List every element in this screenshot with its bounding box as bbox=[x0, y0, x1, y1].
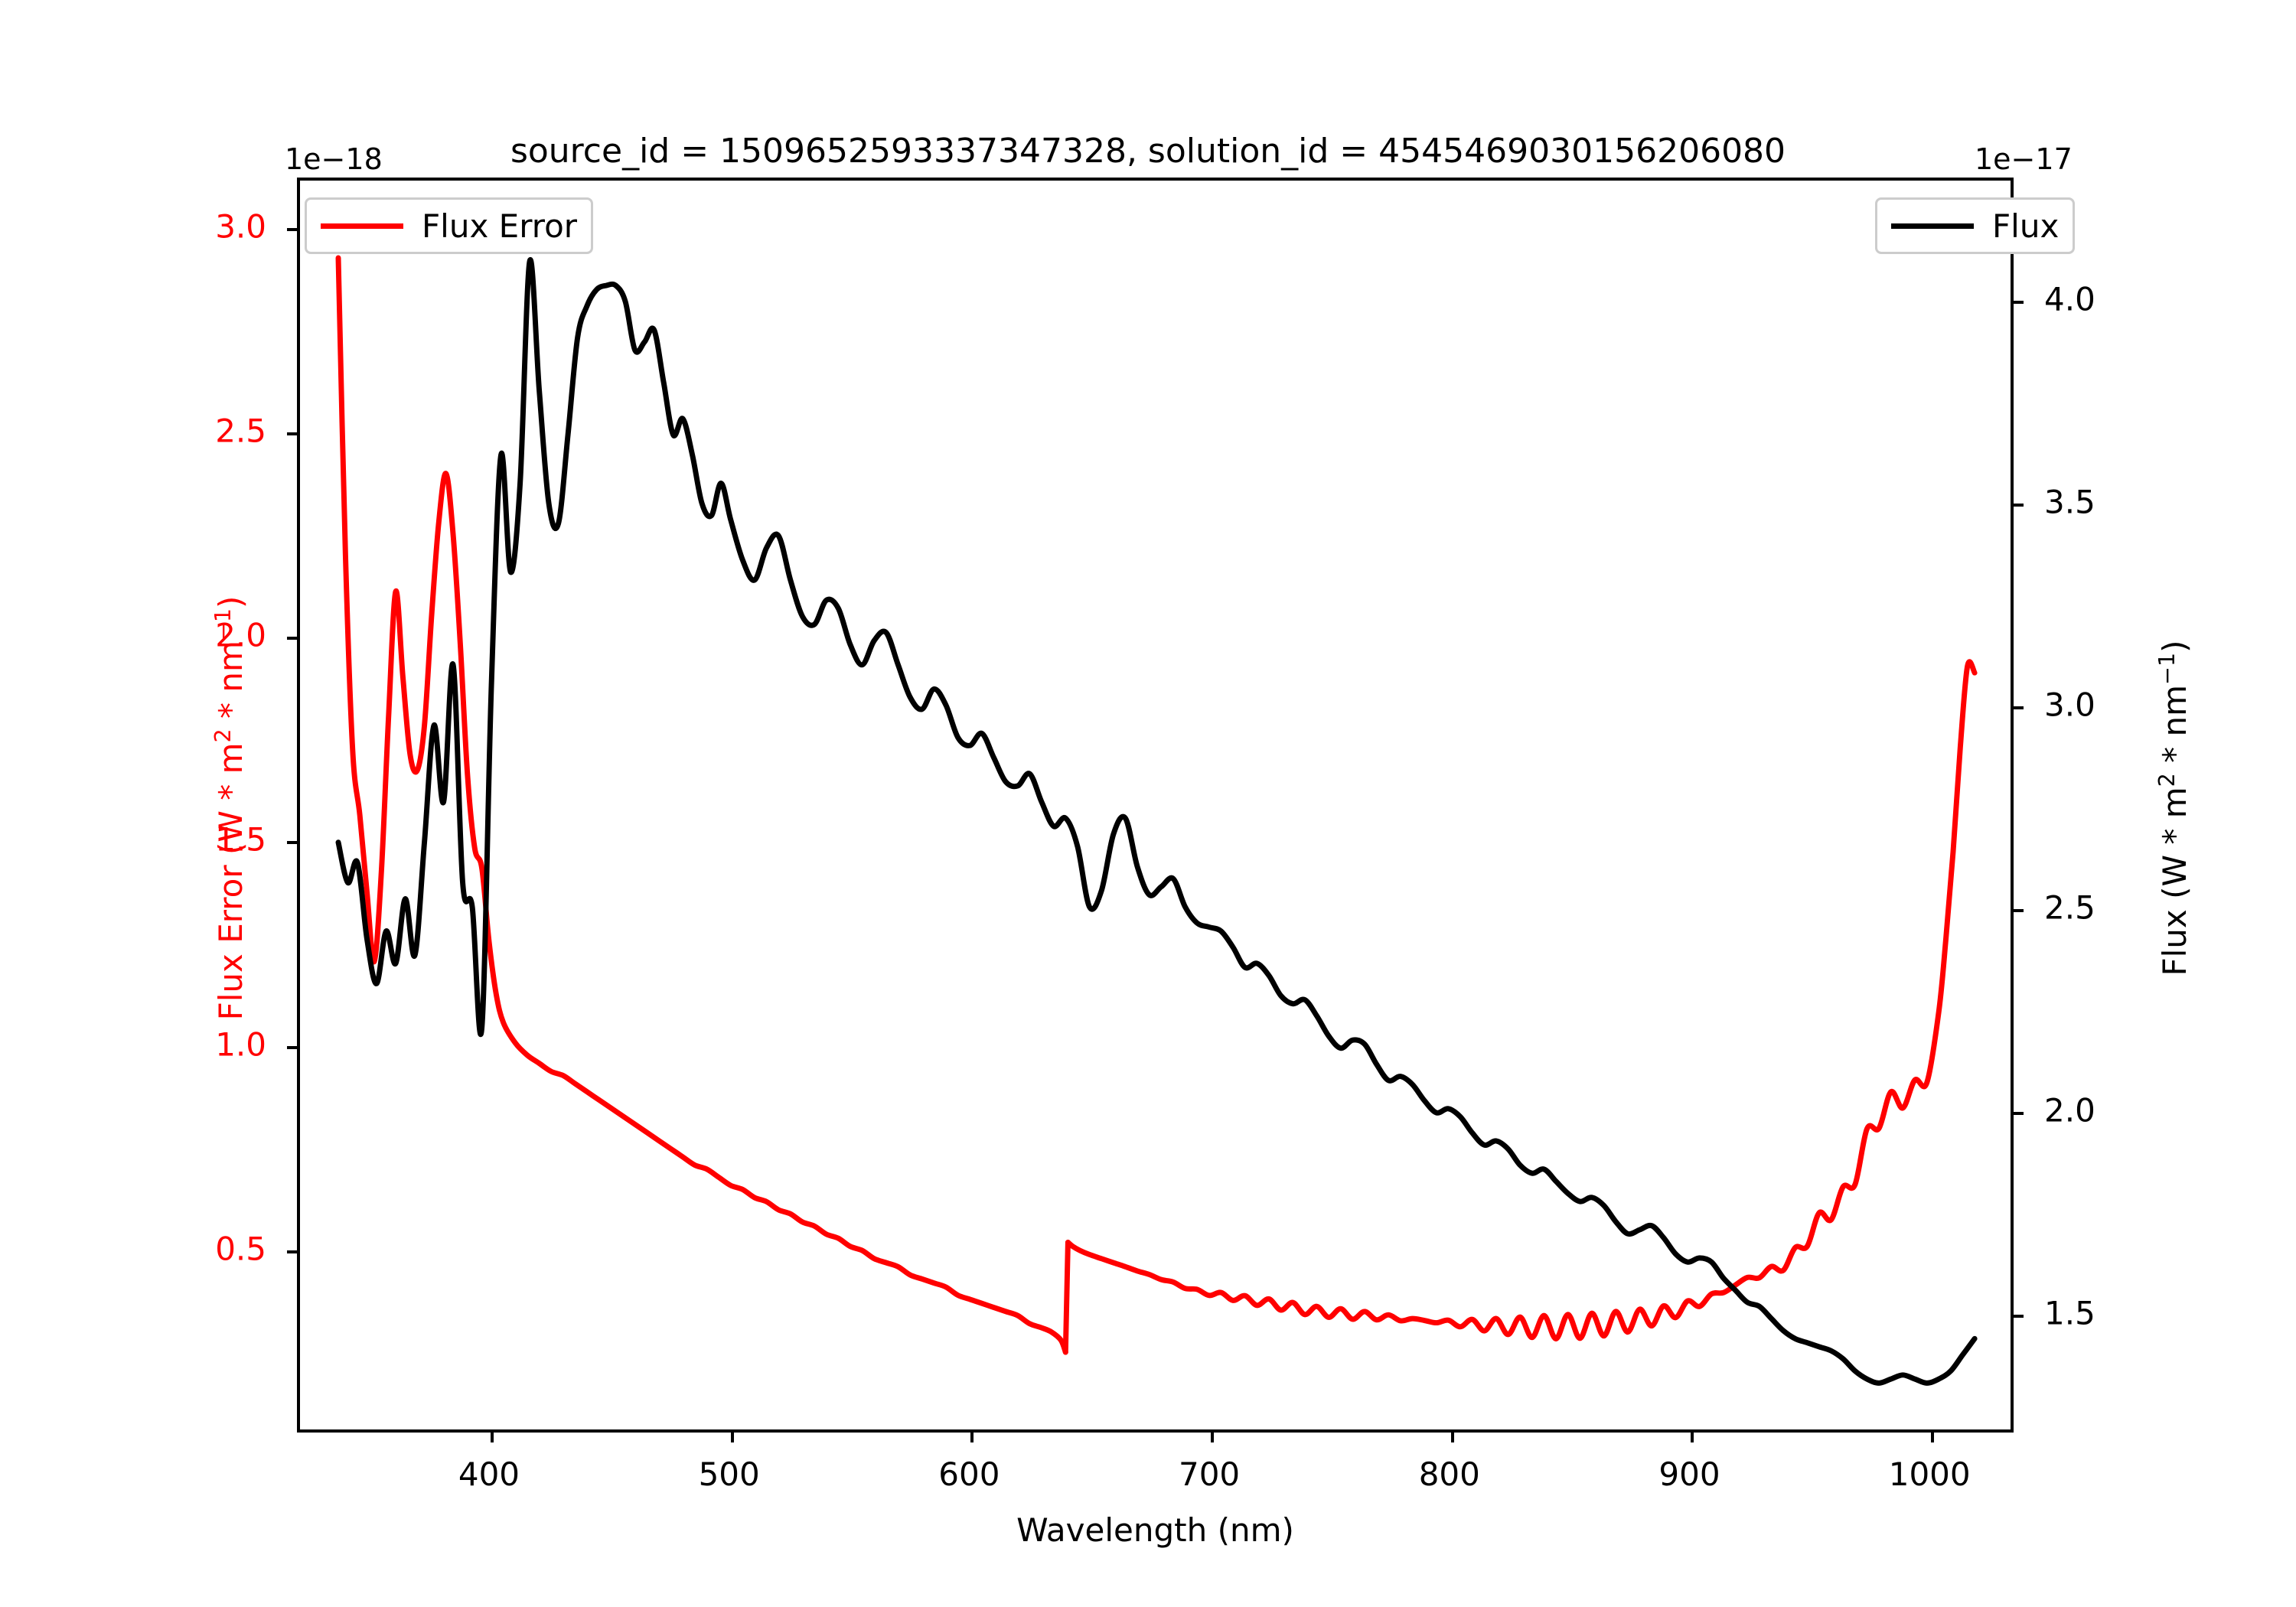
y-tick-right-2 bbox=[2011, 908, 2024, 912]
x-ticklabel-3: 700 bbox=[1178, 1455, 1241, 1493]
series-discontinuity-flux-error bbox=[1062, 1239, 1071, 1355]
y-tick-right-1 bbox=[2011, 1111, 2024, 1115]
x-ticklabel-2: 600 bbox=[938, 1455, 1000, 1493]
y-ticklabel-left-5: 3.0 bbox=[215, 207, 266, 246]
y-tick-right-3 bbox=[2011, 706, 2024, 709]
right-axis-offset-text: 1e−17 bbox=[1975, 142, 2073, 176]
y-ticklabel-right-2: 2.5 bbox=[2044, 888, 2095, 927]
y-ticklabel-left-4: 2.5 bbox=[215, 412, 266, 450]
plot-area bbox=[287, 178, 2024, 1442]
series-line-flux-error-seg1 bbox=[1065, 659, 1978, 1342]
x-ticklabel-6: 1000 bbox=[1888, 1455, 1971, 1493]
y-ticklabel-left-3: 2.0 bbox=[215, 616, 266, 654]
legend-line-swatch-flux-error bbox=[321, 223, 403, 229]
x-ticklabel-4: 800 bbox=[1418, 1455, 1480, 1493]
x-tick-2 bbox=[970, 1429, 974, 1442]
x-ticklabel-1: 500 bbox=[698, 1455, 760, 1493]
x-tick-6 bbox=[1931, 1429, 1935, 1442]
legend-label-flux-error: Flux Error bbox=[422, 207, 578, 245]
y-ticklabel-right-1: 2.0 bbox=[2044, 1091, 2095, 1129]
y-tick-left-1 bbox=[287, 1045, 300, 1049]
y-ticklabel-right-5: 4.0 bbox=[2044, 280, 2095, 318]
ylabel-right-suffix: ) bbox=[2156, 640, 2193, 653]
page-title: source_id = 1509652593337347328, solutio… bbox=[510, 132, 1786, 171]
x-axis-label: Wavelength (nm) bbox=[1016, 1511, 1294, 1549]
x-tick-4 bbox=[1450, 1429, 1454, 1442]
y-tick-right-5 bbox=[2011, 300, 2024, 304]
y-tick-left-2 bbox=[287, 841, 300, 845]
right-y-axis-label: Flux (W * m2 * nm−1) bbox=[2154, 181, 2193, 1436]
legend-line-swatch-flux bbox=[1891, 223, 1974, 229]
ylabel-left-exp-2: 2 bbox=[210, 729, 236, 743]
y-tick-left-4 bbox=[287, 432, 300, 436]
y-tick-right-4 bbox=[2011, 503, 2024, 507]
ylabel-left-exp-neg1: −1 bbox=[210, 608, 236, 641]
ylabel-right-exp-2: 2 bbox=[2154, 773, 2180, 787]
y-tick-left-0 bbox=[287, 1250, 300, 1253]
left-y-axis-label: Flux Error (W * m2 * nm−1) bbox=[210, 181, 249, 1436]
y-ticklabel-left-1: 1.0 bbox=[215, 1025, 266, 1063]
ylabel-left-mid: * nm bbox=[212, 641, 249, 729]
y-ticklabel-right-0: 1.5 bbox=[2044, 1294, 2095, 1332]
y-tick-left-3 bbox=[287, 637, 300, 641]
legend-flux-error[interactable]: Flux Error bbox=[305, 197, 594, 254]
x-tick-5 bbox=[1691, 1429, 1694, 1442]
y-ticklabel-right-3: 3.0 bbox=[2044, 686, 2095, 724]
series-line-flux-error bbox=[335, 255, 1068, 1355]
ylabel-right-prefix: Flux (W * m bbox=[2156, 787, 2193, 976]
y-ticklabel-left-0: 0.5 bbox=[215, 1230, 266, 1268]
ylabel-right-exp-neg1: −1 bbox=[2154, 652, 2180, 685]
plot-svg bbox=[335, 255, 1978, 1386]
y-tick-right-0 bbox=[2011, 1314, 2024, 1318]
y-ticklabel-left-2: 1.5 bbox=[215, 820, 266, 859]
x-ticklabel-0: 400 bbox=[458, 1455, 520, 1493]
x-tick-3 bbox=[1211, 1429, 1215, 1442]
x-ticklabel-5: 900 bbox=[1658, 1455, 1720, 1493]
x-tick-1 bbox=[730, 1429, 734, 1442]
legend-label-flux: Flux bbox=[1992, 207, 2060, 245]
ylabel-right-mid: * nm bbox=[2156, 684, 2193, 774]
y-tick-left-5 bbox=[287, 228, 300, 232]
y-ticklabel-right-4: 3.5 bbox=[2044, 483, 2095, 521]
left-axis-offset-text: 1e−18 bbox=[285, 142, 383, 176]
legend-flux[interactable]: Flux bbox=[1875, 197, 2076, 254]
ylabel-left-suffix: ) bbox=[212, 595, 249, 608]
ylabel-left-prefix: Flux Error (W * m bbox=[212, 742, 249, 1021]
series-line-flux bbox=[335, 256, 1978, 1386]
x-tick-0 bbox=[490, 1429, 494, 1442]
